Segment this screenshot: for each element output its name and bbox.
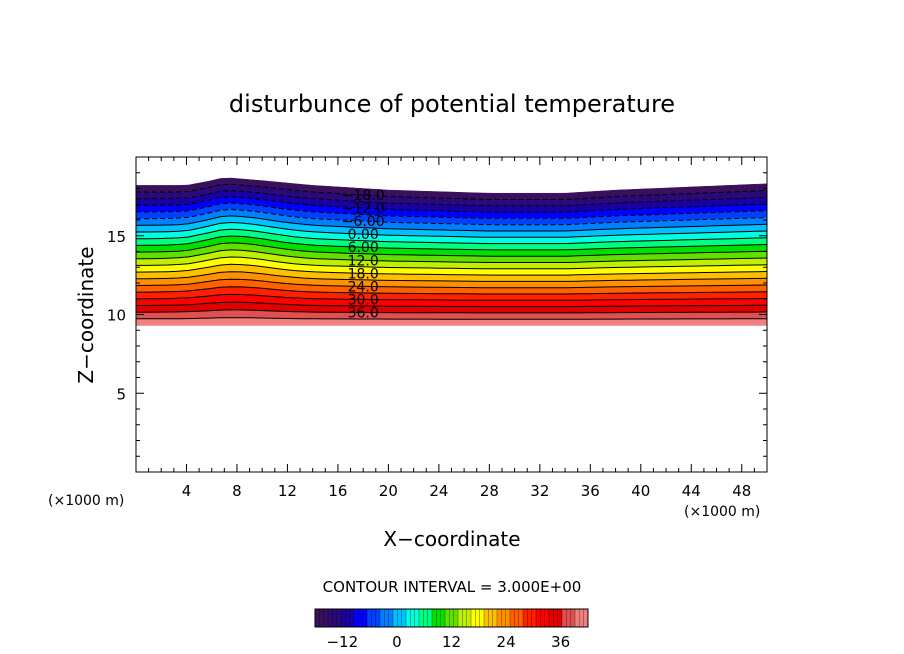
colorbar-swatch [562,609,576,627]
x-tick-label: 4 [182,482,192,500]
x-axis-label: X−coordinate [383,527,520,551]
contour-label: 0.00 [348,227,379,243]
chart-title: disturbunce of potential temperature [229,90,675,118]
contour-line [135,271,768,282]
x-unit-right: (×1000 m) [684,504,760,520]
y-axis-label: Z−coordinate [74,246,98,383]
contour-line [136,309,768,314]
contour-label: 36.0 [348,305,379,321]
colorbar-swatch [328,609,342,627]
colorbar-tick-label: 0 [392,633,402,651]
contour-line [135,196,768,213]
x-tick-label: 40 [631,482,650,500]
contour-label: 30.0 [348,292,379,308]
contour-line [136,301,767,308]
contour-line [136,183,768,200]
contour-line [135,215,768,232]
colorbar-tick-label: 24 [497,633,516,651]
colorbar-tick-label: 12 [442,633,461,651]
contour-label: 6.00 [348,240,379,256]
contour-field [135,177,768,326]
x-tick-label: 12 [278,482,297,500]
colorbar-swatch [445,609,459,627]
contour-line [136,221,768,238]
colorbar-swatch [419,609,433,627]
colorbar-swatch [354,609,368,627]
y-tick-label: 5 [116,385,126,403]
contour-label: −12.0 [342,201,385,217]
colorbar-swatch [471,609,485,627]
colorbar-swatch [549,609,563,627]
contour-line [135,242,768,257]
x-unit-left: (×1000 m) [48,493,124,509]
colorbar-swatch [536,609,550,627]
y-tick-label: 10 [107,307,126,325]
colorbar-swatch [315,609,329,627]
colorbar-frame [314,608,589,628]
contour-line [135,235,768,251]
contour-line [136,317,767,320]
colorbar-labels: −12 0 12 24 36 [326,633,570,651]
colorbar-swatch [497,609,511,627]
colorbar-swatch [575,609,589,627]
contour-line [136,256,768,270]
axis-ticks [136,157,767,472]
contour-line [135,278,768,289]
contour-label: 24.0 [348,279,379,295]
x-tick-label: 48 [732,482,751,500]
colorbar-swatch [393,609,407,627]
contour-label: −6.00 [342,214,385,230]
x-tick-label: 28 [480,482,499,500]
contour-line [136,189,768,207]
contour-label: 18.0 [348,266,379,282]
x-tick-labels: 4 8 12 16 20 24 28 32 36 40 44 48 [182,482,752,500]
colorbar-swatch [458,609,472,627]
y-tick-label: 15 [107,228,126,246]
contour-label: 12.0 [348,253,379,269]
contour-line [135,263,768,276]
x-tick-label: 8 [232,482,242,500]
contour-line [136,249,768,263]
x-tick-label: 44 [682,482,701,500]
x-tick-label: 24 [429,482,448,500]
contour-label: −18.0 [342,188,385,204]
x-tick-label: 20 [379,482,398,500]
colorbar-tick-label: −12 [326,633,358,651]
colorbar-swatch [380,609,394,627]
colorbar-tick-label: 36 [551,633,570,651]
contour-lines [135,183,768,320]
x-tick-label: 32 [530,482,549,500]
contour-line [136,202,768,219]
contour-line [136,208,768,226]
colorbar-swatch [406,609,420,627]
colorbar-swatch [341,609,355,627]
colorbar-swatch [523,609,537,627]
colorbar-swatch [510,609,524,627]
contour-line [136,293,768,301]
contour-line [136,286,768,295]
colorbar-swatch [367,609,381,627]
contour-labels: −18.0−12.0−6.000.006.0012.018.024.030.03… [342,188,385,321]
contour-line [136,228,768,245]
contour-interval-note: CONTOUR INTERVAL = 3.000E+00 [323,578,582,596]
colorbar-swatch [432,609,446,627]
y-tick-labels: 5 10 15 [107,228,126,404]
x-tick-label: 16 [328,482,347,500]
colorbar-swatch [484,609,498,627]
x-tick-label: 36 [581,482,600,500]
colorbar [314,608,589,628]
